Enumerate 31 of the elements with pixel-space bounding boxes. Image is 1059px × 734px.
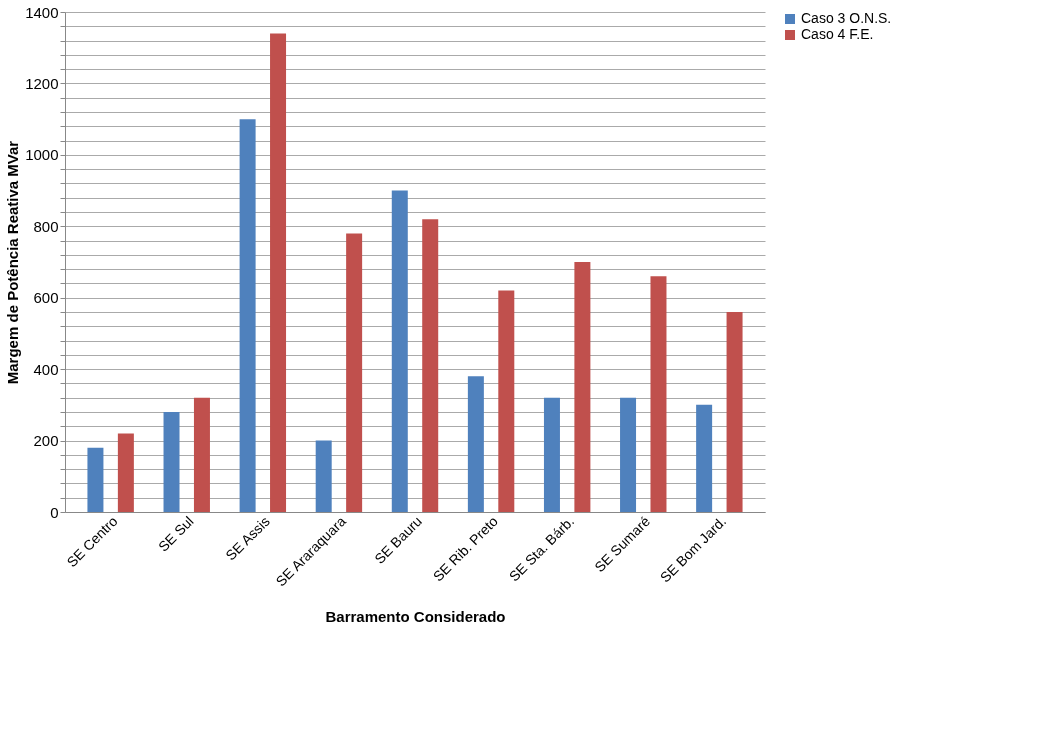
y-tick-label: 1000 [25,146,59,164]
y-tick-label: 800 [33,217,59,235]
bar [467,376,484,512]
bar [87,447,104,512]
x-axis-title: Barramento Considerado [325,607,506,625]
bar [117,433,134,512]
y-axis-title: Margem de Potência Reativa MVar [4,140,22,385]
legend-label: Caso 3 O.N.S. [801,10,892,26]
legend-label: Caso 4 F.E. [801,26,874,42]
y-tick-label: 600 [33,289,59,307]
y-tick-label: 400 [33,360,59,378]
bar [193,397,210,512]
bar [650,276,667,512]
x-tick-label: SE Sul [155,513,197,555]
bar [543,397,560,512]
bar [696,404,713,512]
bar [315,440,332,512]
bar [239,119,256,512]
bar [498,290,515,512]
bar [574,262,591,512]
bar [391,190,408,512]
bar [346,233,363,512]
bar [726,312,743,512]
bar [620,397,637,512]
y-tick-label: 0 [50,503,59,521]
bar [270,33,287,512]
bar [422,219,439,512]
y-tick-label: 200 [33,432,59,450]
y-tick-label: 1400 [25,3,59,21]
y-tick-label: 1200 [25,74,59,92]
bar [163,412,180,512]
